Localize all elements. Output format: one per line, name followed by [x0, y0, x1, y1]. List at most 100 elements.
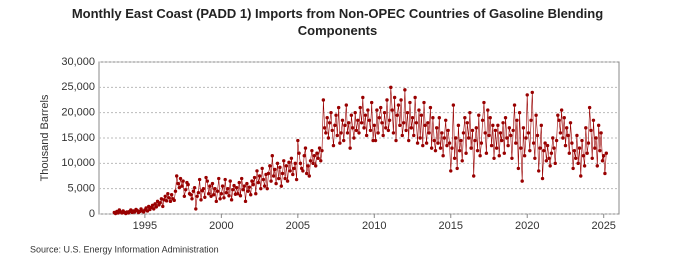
marker: [210, 181, 215, 186]
marker: [217, 176, 221, 181]
marker: [455, 166, 459, 171]
marker: [236, 192, 240, 196]
y-tick-label: 0: [89, 208, 95, 220]
marker: [203, 195, 207, 199]
marker: [491, 123, 495, 128]
marker: [367, 118, 371, 122]
marker: [581, 154, 586, 158]
marker: [364, 133, 369, 138]
marker: [227, 194, 231, 198]
marker: [167, 196, 171, 200]
marker: [168, 199, 173, 204]
marker: [277, 176, 281, 181]
marker: [551, 136, 555, 140]
marker: [375, 108, 379, 112]
marker: [350, 126, 355, 130]
marker: [293, 161, 297, 166]
marker: [391, 131, 396, 135]
marker: [335, 133, 339, 138]
marker: [585, 151, 589, 155]
marker: [294, 177, 299, 182]
marker: [545, 143, 550, 148]
marker: [441, 154, 445, 158]
marker: [340, 118, 345, 122]
marker: [213, 186, 217, 191]
marker: [526, 131, 531, 135]
marker: [533, 156, 537, 160]
marker: [380, 121, 384, 125]
marker: [195, 194, 199, 198]
marker: [144, 206, 148, 210]
marker: [489, 143, 494, 148]
marker: [284, 164, 289, 168]
marker: [531, 141, 536, 145]
marker: [331, 143, 336, 148]
marker: [418, 136, 422, 140]
marker: [469, 146, 473, 150]
marker: [604, 151, 609, 155]
marker: [214, 199, 219, 204]
marker: [405, 110, 410, 115]
marker: [433, 148, 438, 153]
marker: [353, 110, 357, 115]
marker: [249, 193, 253, 197]
marker: [312, 154, 317, 158]
marker: [358, 105, 362, 110]
marker: [386, 128, 391, 133]
marker: [333, 123, 337, 128]
marker: [603, 171, 607, 176]
marker: [361, 95, 365, 100]
marker: [369, 100, 374, 105]
marker: [407, 138, 411, 143]
y-tick-label: 10,000: [61, 157, 95, 169]
marker: [270, 154, 274, 158]
marker: [269, 179, 273, 183]
marker: [382, 110, 387, 115]
marker: [299, 166, 304, 171]
marker: [511, 128, 515, 133]
marker: [509, 133, 513, 138]
marker: [447, 141, 452, 145]
marker: [475, 148, 480, 153]
marker: [163, 194, 167, 198]
marker: [423, 123, 427, 128]
marker: [215, 189, 220, 193]
marker: [245, 181, 249, 186]
marker: [385, 98, 389, 102]
marker: [445, 143, 449, 148]
marker: [231, 187, 235, 192]
marker: [338, 141, 342, 145]
marker: [554, 138, 559, 143]
marker: [201, 186, 206, 191]
marker: [266, 171, 271, 176]
marker: [345, 131, 350, 135]
marker: [368, 128, 373, 133]
marker: [575, 133, 579, 138]
marker: [582, 164, 587, 168]
marker: [419, 113, 424, 117]
marker: [542, 148, 546, 153]
marker: [373, 138, 378, 143]
marker: [457, 148, 462, 153]
marker: [316, 156, 320, 160]
marker: [501, 121, 505, 125]
marker: [254, 192, 258, 196]
marker: [517, 110, 522, 115]
marker: [432, 138, 436, 143]
marker: [587, 105, 592, 110]
marker: [348, 146, 352, 150]
marker: [326, 136, 331, 140]
marker: [528, 148, 532, 153]
marker: [440, 131, 444, 135]
marker: [452, 156, 457, 160]
marker: [400, 133, 404, 138]
marker: [336, 105, 341, 110]
marker: [459, 138, 463, 143]
marker: [404, 128, 408, 133]
marker: [347, 121, 351, 125]
marker: [222, 196, 226, 200]
marker: [268, 164, 272, 168]
marker: [241, 187, 245, 192]
